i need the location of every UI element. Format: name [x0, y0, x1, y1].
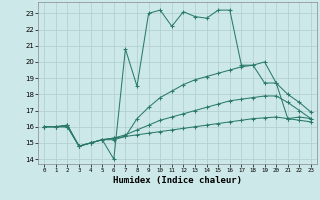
X-axis label: Humidex (Indice chaleur): Humidex (Indice chaleur) — [113, 176, 242, 185]
